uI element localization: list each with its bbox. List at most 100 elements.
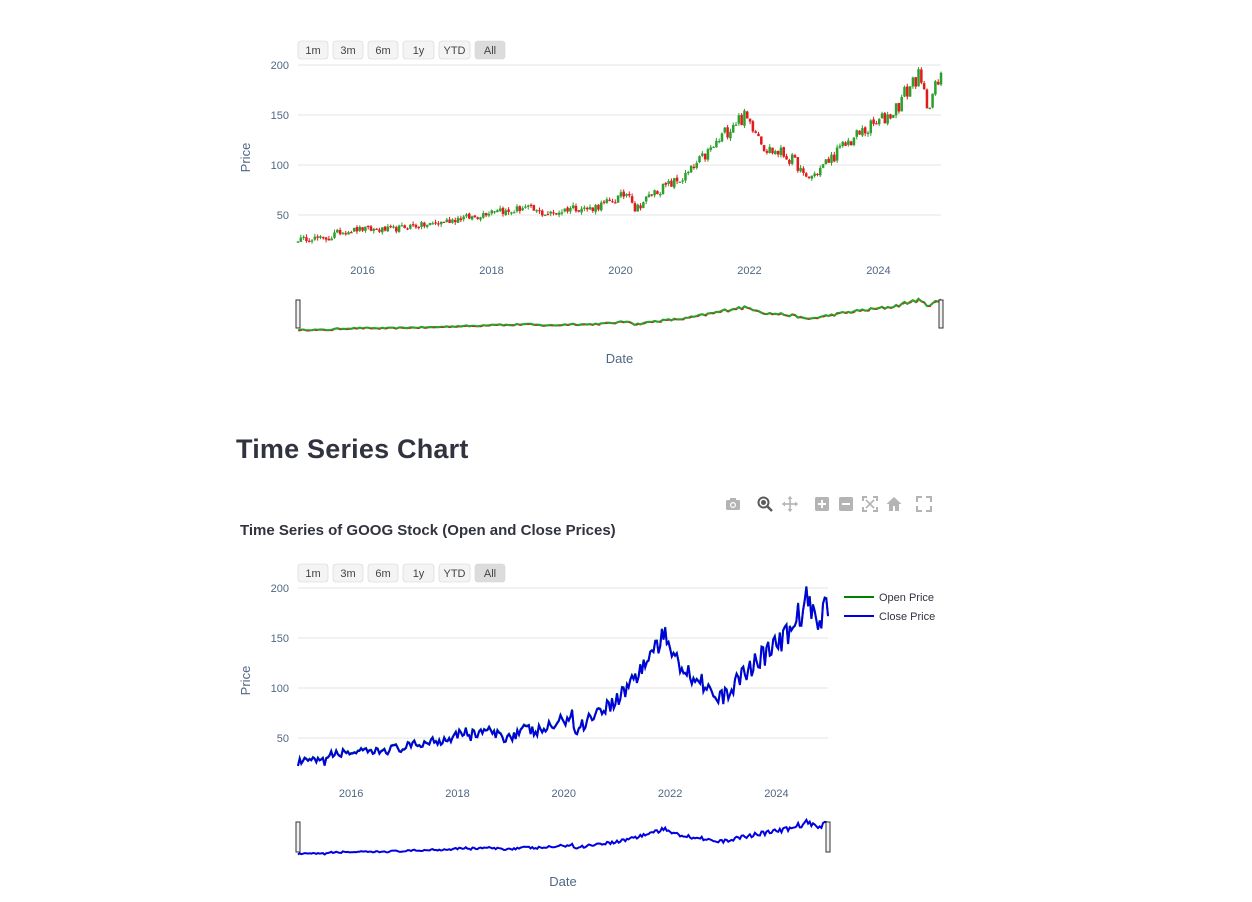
candle bbox=[684, 170, 687, 184]
rangeslider-handle-right[interactable] bbox=[825, 821, 831, 853]
candle-body bbox=[563, 208, 567, 212]
candle-body bbox=[939, 72, 943, 85]
fullscreen-icon[interactable] bbox=[915, 495, 933, 513]
range-button-6m[interactable]: 6m bbox=[367, 563, 399, 583]
range-button-label[interactable]: 1y bbox=[413, 568, 425, 580]
candle bbox=[619, 189, 623, 198]
candle bbox=[484, 212, 488, 218]
rangeslider-handle-left[interactable] bbox=[295, 821, 301, 853]
range-button-all[interactable]: All bbox=[474, 40, 506, 60]
candle-body bbox=[701, 153, 704, 156]
candle bbox=[807, 176, 811, 180]
candle bbox=[532, 204, 536, 211]
rangeslider-handle-right[interactable] bbox=[938, 299, 944, 329]
candle-body bbox=[712, 146, 715, 149]
candle-body bbox=[490, 210, 494, 214]
candle-body bbox=[906, 86, 909, 97]
range-button-label[interactable]: 1m bbox=[305, 45, 320, 57]
candle bbox=[574, 203, 578, 213]
candle-body bbox=[369, 226, 373, 231]
candle bbox=[656, 190, 659, 195]
candle bbox=[526, 204, 530, 210]
rangeslider-handle-left[interactable] bbox=[295, 299, 301, 329]
y-tick-label: 50 bbox=[277, 733, 289, 745]
candle-body bbox=[790, 154, 794, 164]
candle bbox=[614, 199, 617, 204]
range-button-label[interactable]: All bbox=[484, 45, 496, 57]
candle-body bbox=[883, 113, 887, 124]
candle-body bbox=[504, 210, 508, 215]
candle-body bbox=[872, 119, 875, 124]
range-button-label[interactable]: 3m bbox=[340, 45, 355, 57]
legend-label[interactable]: Open Price bbox=[879, 592, 934, 604]
range-button-label[interactable]: YTD bbox=[444, 568, 466, 580]
autoscale-icon[interactable] bbox=[861, 495, 879, 513]
candle-body bbox=[549, 211, 552, 214]
candle bbox=[355, 225, 359, 234]
candle-body bbox=[324, 237, 328, 240]
candle-body bbox=[816, 173, 819, 176]
zoom-icon[interactable] bbox=[756, 495, 774, 513]
range-button-label[interactable]: 3m bbox=[340, 568, 355, 580]
candle-body bbox=[737, 115, 741, 124]
candle bbox=[790, 152, 794, 166]
candle-body bbox=[647, 194, 651, 197]
range-button-bg bbox=[402, 40, 435, 60]
candle-body bbox=[521, 208, 524, 211]
zoom-in-icon[interactable] bbox=[813, 495, 831, 513]
candle-body bbox=[709, 147, 713, 150]
x-tick-label: 2016 bbox=[350, 265, 374, 277]
candle-body bbox=[583, 207, 586, 209]
zoom-out-icon[interactable] bbox=[837, 495, 855, 513]
legend-label[interactable]: Close Price bbox=[879, 611, 935, 623]
range-button-bg bbox=[402, 563, 435, 583]
candle-body bbox=[875, 123, 878, 125]
candlestick-chart[interactable]: 50 100 150 200 2016 2018 2020 2022 2024 Price 1m 3m… bbox=[236, 30, 956, 380]
candle bbox=[788, 158, 791, 166]
pan-icon[interactable] bbox=[781, 495, 799, 513]
candle-body bbox=[383, 226, 387, 231]
range-button-6m[interactable]: 6m bbox=[367, 40, 399, 60]
legend-item[interactable]: Close Price bbox=[844, 611, 935, 623]
range-button-ytd[interactable]: YTD bbox=[438, 563, 471, 583]
candle bbox=[307, 238, 311, 243]
candle bbox=[313, 233, 317, 241]
range-button-3m[interactable]: 3m bbox=[332, 563, 364, 583]
candle-body bbox=[389, 226, 392, 228]
candle-body bbox=[588, 207, 592, 210]
reset-axes-icon[interactable] bbox=[885, 495, 903, 513]
range-button-label[interactable]: YTD bbox=[444, 45, 466, 57]
range-button-1m[interactable]: 1m bbox=[297, 563, 329, 583]
time-series-chart-svg[interactable]: 50 100 150 200 2016 2018 2020 2022 2024 Price Time… bbox=[236, 490, 956, 895]
candle bbox=[616, 195, 620, 203]
candle-body bbox=[577, 210, 581, 212]
candle-body bbox=[611, 201, 614, 203]
range-button-bg bbox=[367, 40, 399, 60]
time-series-chart[interactable]: 50 100 150 200 2016 2018 2020 2022 2024 Price Time… bbox=[236, 490, 956, 895]
range-button-label[interactable]: 1m bbox=[305, 568, 320, 580]
range-button-1y[interactable]: 1y bbox=[402, 563, 435, 583]
candlestick-chart-svg[interactable]: 50 100 150 200 2016 2018 2020 2022 2024 Price 1m 3m… bbox=[236, 30, 956, 380]
legend-item[interactable]: Open Price bbox=[844, 592, 934, 604]
range-button-3m[interactable]: 3m bbox=[332, 40, 364, 60]
range-button-1y[interactable]: 1y bbox=[402, 40, 435, 60]
range-button-label[interactable]: 1y bbox=[413, 45, 425, 57]
range-button-all[interactable]: All bbox=[474, 563, 506, 583]
candle-body bbox=[793, 155, 797, 158]
camera-icon[interactable] bbox=[724, 495, 742, 513]
candle bbox=[347, 230, 350, 235]
candle-body bbox=[667, 181, 670, 184]
range-button-1m[interactable]: 1m bbox=[297, 40, 329, 60]
range-button-label[interactable]: 6m bbox=[375, 568, 390, 580]
range-button-label[interactable]: All bbox=[484, 568, 496, 580]
candle bbox=[515, 204, 519, 213]
candle bbox=[748, 118, 752, 125]
candle bbox=[729, 128, 732, 142]
candle bbox=[911, 76, 915, 89]
range-button-label[interactable]: 6m bbox=[375, 45, 390, 57]
candle bbox=[816, 173, 819, 177]
range-button-ytd[interactable]: YTD bbox=[438, 40, 471, 60]
candle bbox=[827, 156, 830, 163]
candle bbox=[835, 144, 839, 163]
candle-body bbox=[858, 130, 861, 135]
